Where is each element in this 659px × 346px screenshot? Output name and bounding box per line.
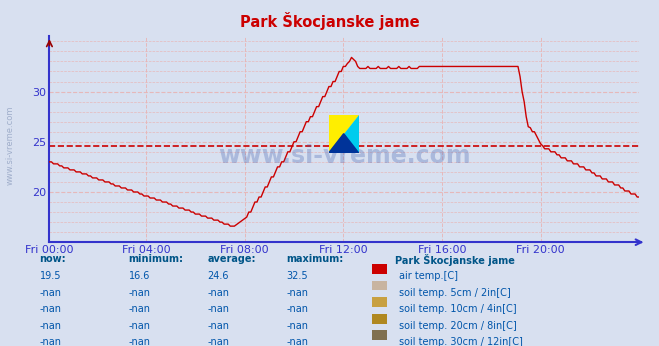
Text: maximum:: maximum: [287,254,344,264]
Text: now:: now: [40,254,66,264]
Polygon shape [329,115,358,153]
Text: soil temp. 10cm / 4in[C]: soil temp. 10cm / 4in[C] [399,304,516,314]
Text: -nan: -nan [208,321,229,331]
Text: -nan: -nan [40,304,61,314]
Text: -nan: -nan [129,304,150,314]
Text: -nan: -nan [287,321,308,331]
Text: www.si-vreme.com: www.si-vreme.com [218,144,471,168]
Text: Park Škocjanske jame: Park Škocjanske jame [240,12,419,30]
Text: -nan: -nan [40,288,61,298]
Text: 24.6: 24.6 [208,271,229,281]
Text: -nan: -nan [208,337,229,346]
Text: www.si-vreme.com: www.si-vreme.com [5,106,14,185]
Text: minimum:: minimum: [129,254,183,264]
Polygon shape [329,115,358,153]
Text: 19.5: 19.5 [40,271,61,281]
Text: soil temp. 5cm / 2in[C]: soil temp. 5cm / 2in[C] [399,288,511,298]
Text: -nan: -nan [129,288,150,298]
Text: Park Škocjanske jame: Park Škocjanske jame [395,254,515,266]
Text: air temp.[C]: air temp.[C] [399,271,458,281]
Text: -nan: -nan [129,337,150,346]
Text: -nan: -nan [287,337,308,346]
Text: -nan: -nan [40,337,61,346]
Text: soil temp. 20cm / 8in[C]: soil temp. 20cm / 8in[C] [399,321,517,331]
Text: -nan: -nan [129,321,150,331]
Polygon shape [329,134,358,153]
Text: -nan: -nan [208,288,229,298]
Text: -nan: -nan [287,288,308,298]
Text: soil temp. 30cm / 12in[C]: soil temp. 30cm / 12in[C] [399,337,523,346]
Text: -nan: -nan [208,304,229,314]
Text: 16.6: 16.6 [129,271,150,281]
Text: -nan: -nan [287,304,308,314]
Text: 32.5: 32.5 [287,271,308,281]
Text: average:: average: [208,254,256,264]
Text: -nan: -nan [40,321,61,331]
